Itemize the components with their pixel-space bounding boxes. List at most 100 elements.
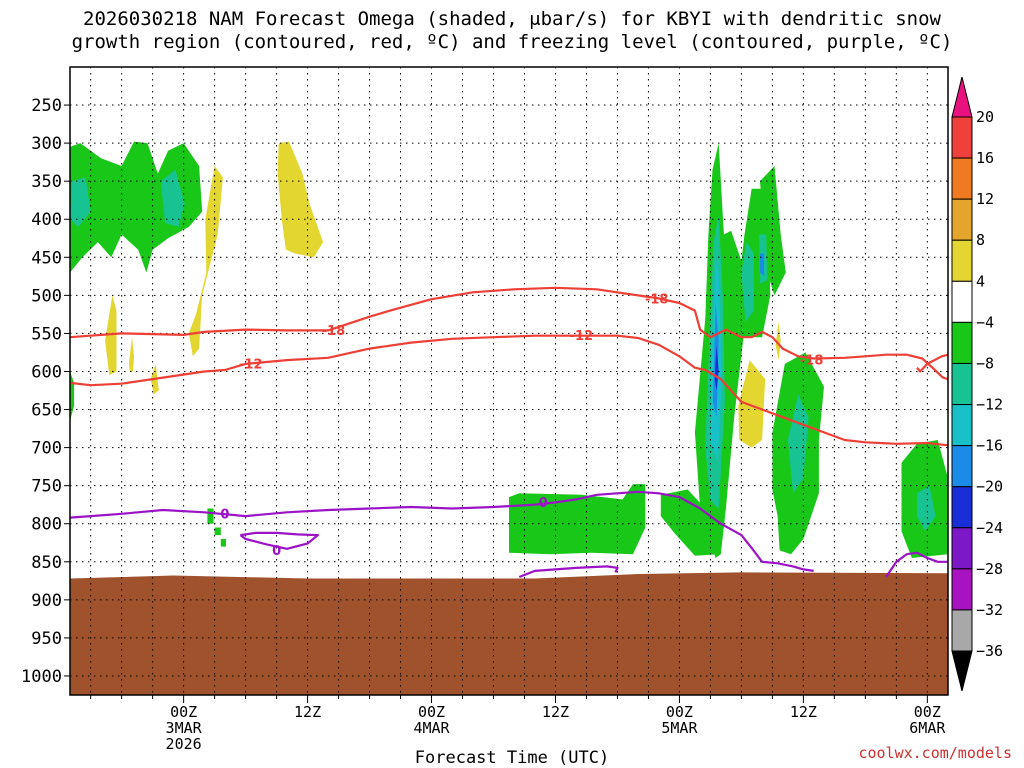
colorbar-label-7: −8 <box>976 354 994 372</box>
omega-region-18 <box>760 253 765 277</box>
colorbar-swatch-6 <box>951 321 973 364</box>
colorbar-swatch-13 <box>951 609 973 652</box>
ground-terrain <box>70 572 948 695</box>
y-tick-label-450: 450 <box>31 248 62 268</box>
y-tick-label-550: 550 <box>31 324 62 344</box>
omega-region-8 <box>760 166 786 296</box>
contour-line-3 <box>70 334 948 447</box>
colorbar-swatch-top <box>951 76 973 118</box>
contour-label-1-1: -18 <box>322 324 346 339</box>
contour-label-3-1: -12 <box>239 357 263 372</box>
colorbar-swatch-1 <box>951 116 973 159</box>
colorbar-label-5: 4 <box>976 272 985 290</box>
colorbar-swatch-3 <box>951 198 973 241</box>
contour-line-7 <box>885 551 948 578</box>
x-tick-label-7-1: 00Z <box>914 703 941 721</box>
colorbar-label-11: −24 <box>976 519 1003 537</box>
omega-region-3 <box>160 169 185 227</box>
y-tick-label-400: 400 <box>31 210 62 230</box>
omega-region-15 <box>917 485 936 532</box>
x-tick-label-3-1: 00Z <box>418 703 445 721</box>
plot-frame <box>69 66 949 696</box>
contour-label-3-2: -12 <box>570 329 594 344</box>
colorbar-label-9: −16 <box>976 437 1003 455</box>
x-tick-label-5-1: 00Z <box>666 703 693 721</box>
colorbar-label-4: 8 <box>976 231 985 249</box>
omega-region-12 <box>741 242 754 322</box>
y-tick-label-300: 300 <box>31 134 62 154</box>
chart-title-line-2: growth region (contoured, red, ºC) and f… <box>71 31 953 53</box>
colorbar-swatch-12 <box>951 568 973 611</box>
contour-line-6 <box>518 565 619 579</box>
y-tick-label-900: 900 <box>31 591 62 611</box>
x-tick-label-1-2: 3MAR <box>166 719 203 737</box>
x-tick-label-5-2: 5MAR <box>661 719 698 737</box>
colorbar-label-3: 12 <box>976 190 994 208</box>
contour-line-4 <box>70 490 814 572</box>
x-tick-label-1-3: 2026 <box>166 735 202 753</box>
y-tick-label-850: 850 <box>31 553 62 573</box>
contour-label-1-2: -18 <box>645 293 669 308</box>
colorbar-label-10: −20 <box>976 478 1003 496</box>
omega-region-6 <box>660 489 721 556</box>
omega-region-5 <box>509 484 646 555</box>
x-tick-label-6-1: 12Z <box>790 703 817 721</box>
colorbar-swatch-10 <box>951 486 973 529</box>
y-tick-label-500: 500 <box>31 286 62 306</box>
colorbar-swatch-bottom <box>951 650 973 692</box>
y-tick-label-350: 350 <box>31 172 62 192</box>
y-tick-label-250: 250 <box>31 96 62 116</box>
chart-title-line-1: 2026030218 NAM Forecast Omega (shaded, μ… <box>83 8 941 30</box>
omega-region-29 <box>775 322 781 361</box>
omega-region-24 <box>277 141 324 258</box>
omega-region-22 <box>220 539 226 547</box>
colorbar-swatch-8 <box>951 404 973 447</box>
omega-region-19 <box>714 344 719 391</box>
colorbar-swatch-5 <box>951 280 973 323</box>
contour-line-2 <box>916 353 948 373</box>
colorbar-swatch-2 <box>951 157 973 200</box>
y-tick-label-1000: 1000 <box>21 667 62 687</box>
y-tick-label-950: 950 <box>31 629 62 649</box>
y-tick-label-650: 650 <box>31 401 62 421</box>
omega-region-14 <box>787 394 809 494</box>
contour-label-4-2: 0 <box>539 496 548 511</box>
omega-region-2 <box>70 177 91 227</box>
omega-region-7 <box>694 143 771 558</box>
x-tick-label-2-1: 12Z <box>294 703 321 721</box>
y-tick-label-750: 750 <box>31 477 62 497</box>
y-tick-label-600: 600 <box>31 362 62 382</box>
colorbar-label-6: −4 <box>976 313 994 331</box>
omega-region-25 <box>105 295 117 376</box>
x-tick-label-4-1: 12Z <box>542 703 569 721</box>
x-tick-label-3-2: 4MAR <box>413 719 450 737</box>
x-axis-label: Forecast Time (UTC) <box>414 748 610 768</box>
x-tick-label-7-2: 6MAR <box>909 719 946 737</box>
colorbar-swatch-7 <box>951 362 973 406</box>
colorbar-label-8: −12 <box>976 396 1003 414</box>
contour-line-1 <box>70 286 948 381</box>
colorbar-label-13: −32 <box>976 601 1003 619</box>
omega-region-21 <box>214 527 221 536</box>
x-tick-label-1-1: 00Z <box>170 703 197 721</box>
contour-label-1-3: -18 <box>800 354 824 369</box>
y-tick-label-800: 800 <box>31 515 62 535</box>
omega-region-23 <box>188 166 223 357</box>
colorbar-swatch-11 <box>951 527 973 570</box>
contour-line-5 <box>239 531 319 550</box>
omega-region-28 <box>738 360 766 448</box>
colorbar-swatch-9 <box>951 445 973 488</box>
contour-label-4-1: 0 <box>220 507 229 522</box>
omega-region-26 <box>128 337 134 372</box>
contour-label-5-1: 0 <box>272 544 281 559</box>
colorbar-label-2: 16 <box>976 149 994 167</box>
omega-region-1 <box>70 141 203 273</box>
y-tick-label-700: 700 <box>31 439 62 459</box>
colorbar-label-12: −28 <box>976 560 1003 578</box>
site-credit[interactable]: coolwx.com/models <box>858 744 1012 762</box>
omega-region-20 <box>207 508 214 524</box>
colorbar-swatch-4 <box>951 239 973 282</box>
colorbar-label-14: −36 <box>976 642 1003 660</box>
colorbar-label-1: 20 <box>976 108 994 126</box>
